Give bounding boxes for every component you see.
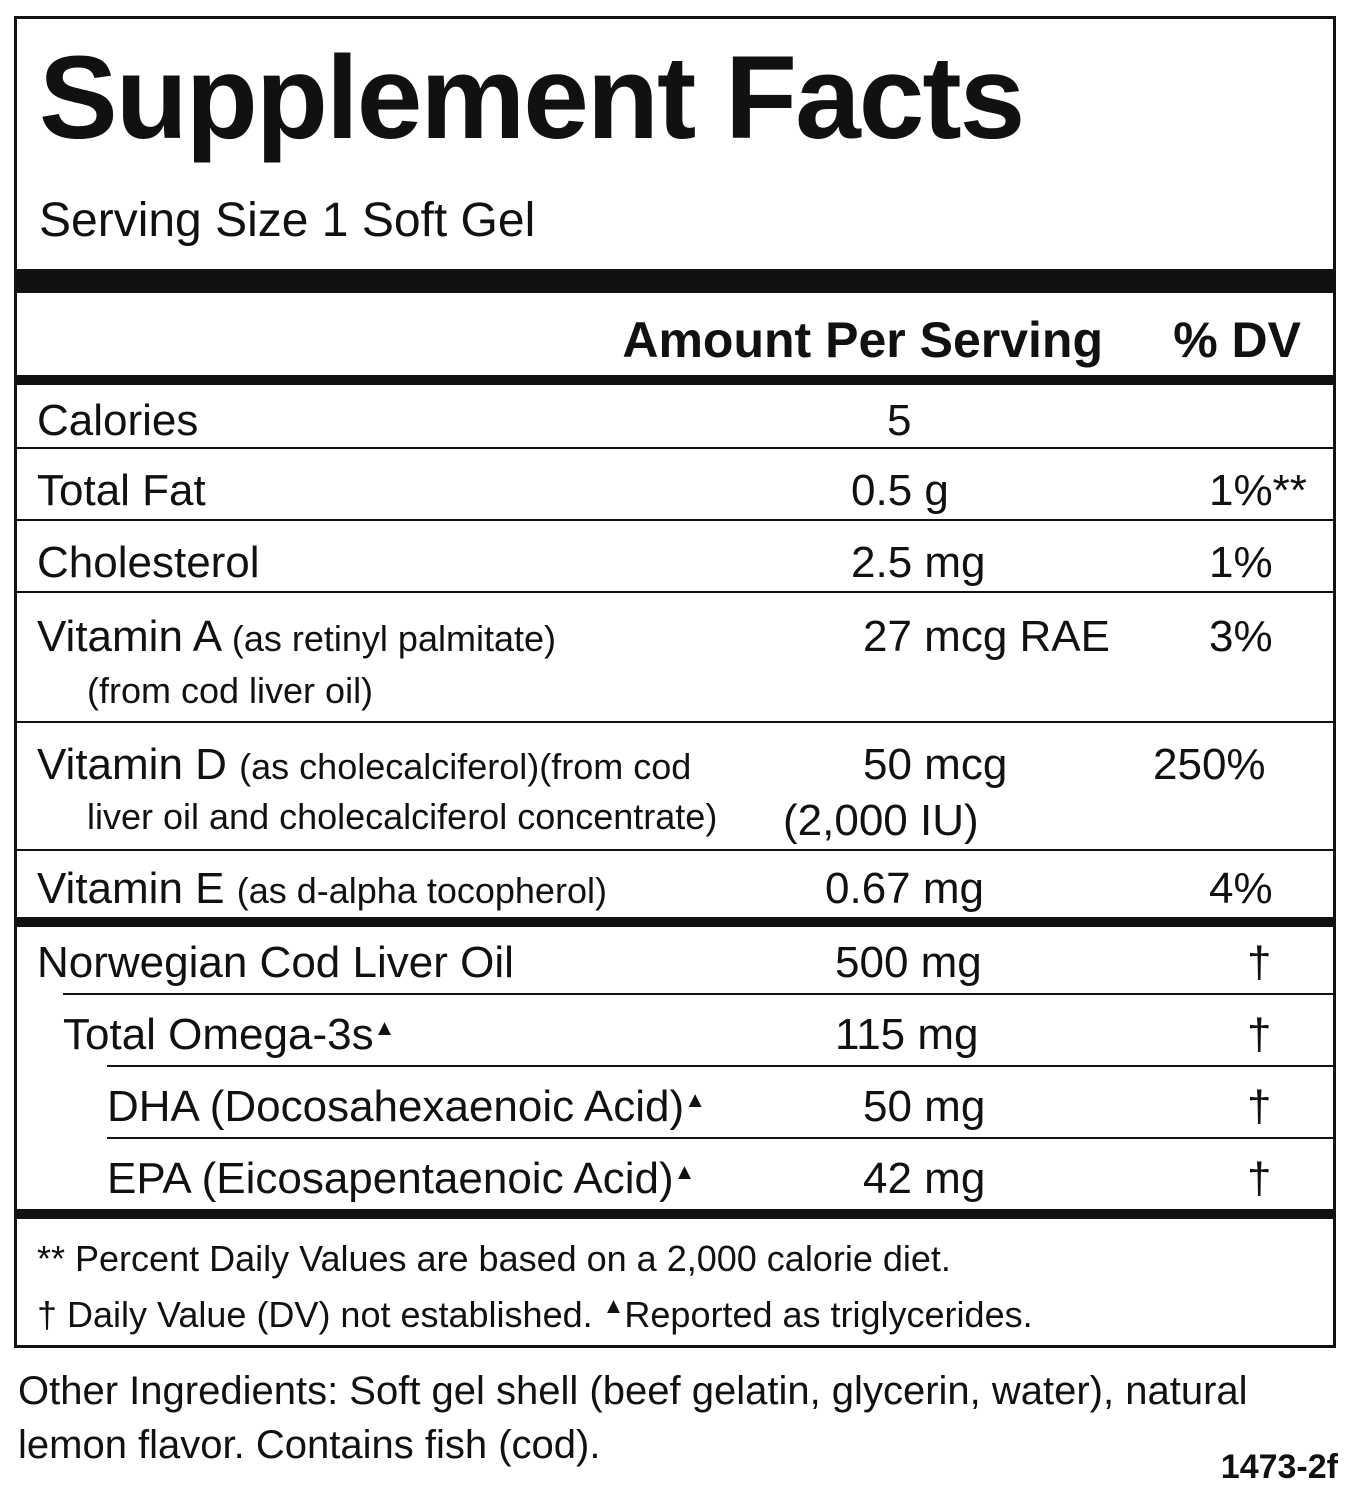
header-amount: Amount Per Serving — [622, 312, 1103, 368]
vitamin-a-source: (as retinyl palmitate) — [231, 618, 556, 659]
oil-amount-epa: 42 mg — [863, 1154, 986, 1203]
oil-dv-omega-3s: † — [1247, 1010, 1272, 1059]
footnote-divider — [17, 1209, 1333, 1219]
row-divider — [107, 1137, 1333, 1139]
vitamin-a-name: Vitamin A — [37, 612, 220, 661]
nutrient-name-vitamin-a: Vitamin A (as retinyl palmitate) — [37, 615, 556, 659]
nutrient-amount-total-fat: 0.5 g — [851, 466, 949, 515]
oil-dv-epa: † — [1247, 1154, 1272, 1203]
thick-divider — [17, 269, 1333, 293]
nutrient-name-cholesterol: Cholesterol — [37, 538, 260, 587]
nutrient-name-vitamin-d: Vitamin D (as cholecalciferol)(from cod — [37, 743, 691, 787]
triangle-icon: ▲ — [673, 1159, 696, 1184]
nutrient-dv-vitamin-d: 250% — [1153, 740, 1266, 789]
vitamin-d-source-detail: liver oil and cholecalciferol concentrat… — [87, 796, 718, 837]
header-divider — [17, 375, 1333, 385]
row-divider — [63, 993, 1333, 995]
vitamin-a-source-detail: (from cod liver oil) — [87, 670, 374, 711]
lot-code: 1473-2f — [1220, 1448, 1338, 1486]
footnote-daily-values: ** Percent Daily Values are based on a 2… — [37, 1238, 951, 1279]
row-divider — [17, 849, 1333, 851]
vitamin-e-source: (as d-alpha tocopherol) — [236, 870, 607, 911]
row-divider — [17, 447, 1333, 449]
epa-label: EPA (Eicosapentaenoic Acid) — [107, 1154, 674, 1203]
row-divider — [17, 721, 1333, 723]
oil-name-cod-liver-oil: Norwegian Cod Liver Oil — [37, 938, 514, 987]
nutrient-amount-vitamin-a: 27 mcg RAE — [863, 612, 1110, 661]
oil-name-epa: EPA (Eicosapentaenoic Acid)▲ — [107, 1157, 695, 1201]
triangle-icon: ▲ — [684, 1087, 706, 1112]
oil-dv-cod-liver-oil: † — [1247, 938, 1272, 987]
triangle-icon: ▲ — [373, 1015, 396, 1040]
nutrient-dv-total-fat: 1%** — [1209, 466, 1307, 515]
oil-amount-cod-liver-oil: 500 mg — [835, 938, 982, 987]
row-divider — [17, 591, 1333, 593]
oil-amount-dha: 50 mg — [863, 1082, 986, 1131]
nutrient-name-calories: Calories — [37, 396, 199, 445]
nutrient-amount-vitamin-e: 0.67 mg — [825, 864, 984, 913]
nutrient-amount-vitamin-d: 50 mcg — [863, 740, 1008, 789]
footnote-dv-not-established: † Daily Value (DV) not established. ▲Rep… — [37, 1295, 1033, 1333]
nutrient-name-vitamin-e: Vitamin E (as d-alpha tocopherol) — [37, 867, 607, 911]
dha-label: DHA (Docosahexaenoic Acid) — [107, 1082, 685, 1131]
nutrient-dv-vitamin-a: 3% — [1209, 612, 1273, 661]
row-divider — [107, 1065, 1333, 1067]
section-divider — [17, 917, 1333, 927]
nutrient-amount-cholesterol: 2.5 mg — [851, 538, 986, 587]
panel-title: Supplement Facts — [39, 32, 1025, 164]
header-dv: % DV — [1173, 312, 1301, 368]
nutrient-amount-calories: 5 — [887, 396, 912, 445]
omega-3s-label: Total Omega-3s — [63, 1010, 374, 1059]
vitamin-d-source: (as cholecalciferol)(from cod — [239, 746, 692, 787]
other-ingredients: Other Ingredients: Soft gel shell (beef … — [18, 1369, 1248, 1467]
row-divider — [17, 519, 1333, 521]
oil-name-dha: DHA (Docosahexaenoic Acid)▲ — [107, 1085, 706, 1129]
footnote-triglycerides-text: Reported as triglycerides. — [624, 1294, 1033, 1335]
oil-name-omega-3s: Total Omega-3s▲ — [63, 1013, 395, 1057]
oil-amount-omega-3s: 115 mg — [835, 1010, 979, 1059]
vitamin-e-name: Vitamin E — [37, 864, 225, 913]
footnote-dagger-text: † Daily Value (DV) not established. — [37, 1294, 593, 1335]
serving-size: Serving Size 1 Soft Gel — [39, 194, 536, 247]
supplement-facts-panel: Supplement Facts Serving Size 1 Soft Gel… — [14, 16, 1336, 1348]
triangle-icon: ▲ — [602, 1293, 625, 1318]
nutrient-dv-cholesterol: 1% — [1209, 538, 1273, 587]
nutrient-amount-vitamin-d-iu: (2,000 IU) — [783, 796, 979, 845]
oil-dv-dha: † — [1247, 1082, 1272, 1131]
nutrient-dv-vitamin-e: 4% — [1209, 864, 1273, 913]
vitamin-d-name: Vitamin D — [37, 740, 227, 789]
nutrient-name-total-fat: Total Fat — [37, 466, 206, 515]
